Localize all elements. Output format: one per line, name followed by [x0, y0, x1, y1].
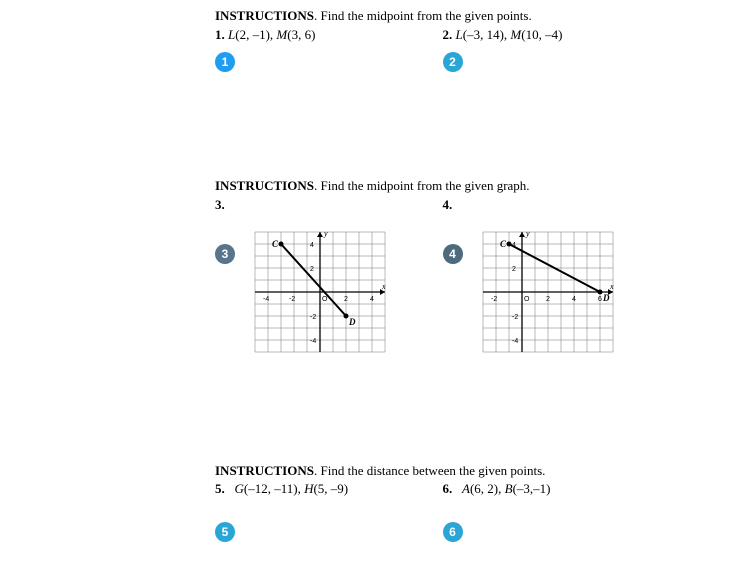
svg-text:O: O — [524, 296, 530, 303]
svg-text:-4: -4 — [310, 338, 316, 345]
col-q3: 3. 3 -4-2O24-4-224xyCD — [215, 195, 443, 367]
col-q5: 5. G(–12, –11), H(5, –9) 5 — [215, 479, 443, 542]
svg-text:C: C — [500, 239, 507, 249]
q2-num: 2. — [443, 27, 453, 42]
instructions-line-3: INSTRUCTIONS. Find the distance between … — [215, 463, 689, 480]
instr-text: . Find the midpoint from the given point… — [314, 8, 532, 23]
instr-label: INSTRUCTIONS — [215, 8, 314, 23]
answer-badge-1[interactable]: 1 — [215, 52, 235, 72]
q2-text: L(–3, 14), M(10, –4) — [452, 27, 562, 42]
svg-text:2: 2 — [512, 266, 516, 273]
question-4: 4. — [443, 197, 689, 214]
question-3: 3. — [215, 197, 443, 214]
answer-badge-4[interactable]: 4 — [443, 244, 463, 264]
svg-text:D: D — [348, 317, 356, 327]
svg-text:-2: -2 — [512, 314, 518, 321]
svg-text:y: y — [525, 229, 530, 238]
svg-text:C: C — [272, 239, 279, 249]
q6-num: 6. — [443, 481, 453, 496]
question-2: 2. L(–3, 14), M(10, –4) — [443, 27, 689, 44]
badge-wrap-1: 1 — [215, 52, 443, 74]
q1-text: L(2, –1), M(3, 6) — [225, 27, 316, 42]
instr-label-2: INSTRUCTIONS — [215, 178, 314, 193]
q5-num: 5. — [215, 481, 225, 496]
col-q1: 1. L(2, –1), M(3, 6) 1 — [215, 25, 443, 74]
svg-text:y: y — [323, 229, 328, 238]
col-q6: 6. A(6, 2), B(–3,–1) 6 — [443, 479, 689, 542]
svg-text:-2: -2 — [491, 296, 497, 303]
svg-text:-4: -4 — [263, 296, 269, 303]
instr-text-3: . Find the distance between the given po… — [314, 463, 545, 478]
svg-text:-2: -2 — [310, 314, 316, 321]
instr-label-3: INSTRUCTIONS — [215, 463, 314, 478]
badge-wrap-6: 6 — [443, 522, 689, 542]
svg-text:6: 6 — [598, 296, 602, 303]
instructions-line-1: INSTRUCTIONS. Find the midpoint from the… — [215, 8, 689, 25]
q6-text: A(6, 2), B(–3,–1) — [452, 481, 550, 496]
question-1: 1. L(2, –1), M(3, 6) — [215, 27, 443, 44]
question-5: 5. G(–12, –11), H(5, –9) — [215, 481, 443, 498]
spacer-1 — [215, 88, 689, 178]
svg-text:4: 4 — [572, 296, 576, 303]
svg-text:2: 2 — [546, 296, 550, 303]
spacer-2 — [215, 381, 689, 463]
instr-text-2: . Find the midpoint from the given graph… — [314, 178, 530, 193]
row-q5-q6: 5. G(–12, –11), H(5, –9) 5 6. A(6, 2), B… — [215, 479, 689, 542]
q3-num: 3. — [215, 197, 225, 212]
col-q2: 2. L(–3, 14), M(10, –4) 2 — [443, 25, 689, 74]
q5-text: G(–12, –11), H(5, –9) — [225, 481, 348, 496]
instructions-line-2: INSTRUCTIONS. Find the midpoint from the… — [215, 178, 689, 195]
row-q1-q2: 1. L(2, –1), M(3, 6) 1 2. L(–3, 14), M(1… — [215, 25, 689, 74]
svg-text:2: 2 — [344, 296, 348, 303]
col-q4: 4. 4 -2O246-4-224xyCD — [443, 195, 689, 367]
badge-wrap-2: 2 — [443, 52, 689, 74]
svg-text:4: 4 — [370, 296, 374, 303]
answer-badge-3[interactable]: 3 — [215, 244, 235, 264]
q4-num: 4. — [443, 197, 453, 212]
svg-text:4: 4 — [310, 242, 314, 249]
q1-num: 1. — [215, 27, 225, 42]
graph-q4: -2O246-4-224xyCD — [473, 222, 689, 367]
svg-text:-2: -2 — [289, 296, 295, 303]
svg-text:D: D — [602, 293, 610, 303]
grid-svg-q4: -2O246-4-224xyCD — [473, 222, 623, 362]
section-3: INSTRUCTIONS. Find the distance between … — [215, 463, 689, 543]
answer-badge-5[interactable]: 5 — [215, 522, 235, 542]
svg-text:-4: -4 — [512, 338, 518, 345]
graph-q3: -4-2O24-4-224xyCD — [245, 222, 443, 367]
section-2: INSTRUCTIONS. Find the midpoint from the… — [215, 178, 689, 367]
section-1: INSTRUCTIONS. Find the midpoint from the… — [215, 8, 689, 74]
svg-text:2: 2 — [310, 266, 314, 273]
svg-text:x: x — [609, 282, 614, 291]
answer-badge-6[interactable]: 6 — [443, 522, 463, 542]
svg-text:O: O — [322, 296, 328, 303]
badge-wrap-5: 5 — [215, 522, 443, 542]
answer-badge-2[interactable]: 2 — [443, 52, 463, 72]
row-q3-q4: 3. 3 -4-2O24-4-224xyCD 4. 4 -2O246-4-224… — [215, 195, 689, 367]
question-6: 6. A(6, 2), B(–3,–1) — [443, 481, 689, 498]
svg-text:x: x — [381, 282, 386, 291]
worksheet-page: INSTRUCTIONS. Find the midpoint from the… — [0, 0, 729, 586]
grid-svg-q3: -4-2O24-4-224xyCD — [245, 222, 395, 362]
